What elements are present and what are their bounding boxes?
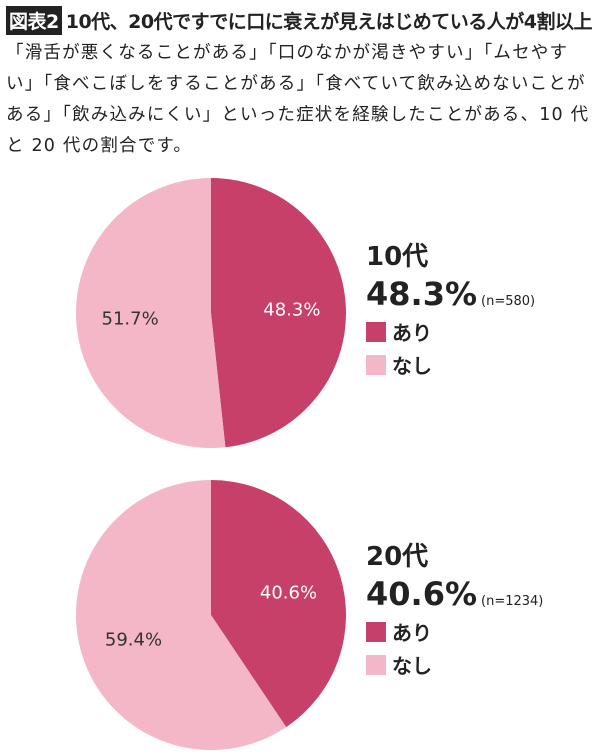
- legend-label: あり: [392, 621, 432, 645]
- headline-value: 48.3%: [366, 275, 478, 313]
- slice-label: 40.6%: [260, 582, 317, 603]
- slice-label: 51.7%: [102, 308, 159, 329]
- legend-label: なし: [392, 654, 432, 678]
- legend-item-ari: あり: [366, 317, 535, 346]
- pie-slice-あり: [211, 480, 346, 728]
- swatch: [366, 321, 386, 342]
- legend-item-nashi: なし: [366, 350, 535, 379]
- swatch: [366, 354, 386, 375]
- sample-size: (n=1234): [481, 594, 544, 609]
- pie-slice-なし: [76, 479, 287, 750]
- pie-slice-あり: [211, 178, 346, 448]
- legend-headline: 40.6% (n=1234): [366, 575, 543, 613]
- legend-headline: 48.3% (n=580): [366, 275, 535, 313]
- legend-20s: 20代 40.6% (n=1234) あり なし: [366, 536, 543, 679]
- legend-title: 20代: [366, 542, 429, 572]
- legend-title: 10代: [366, 242, 429, 272]
- legend-item-ari: あり: [366, 617, 543, 646]
- legend-10s: 10代 48.3% (n=580) あり なし: [366, 236, 535, 379]
- slice-label: 48.3%: [263, 300, 320, 321]
- figure-title: 図表2 10代、20代ですでに口に衰えが見えはじめている人が4割以上: [6, 6, 593, 35]
- figure-badge: 図表2: [6, 6, 62, 35]
- pie-slice-なし: [75, 178, 226, 449]
- legend-label: なし: [392, 354, 432, 378]
- swatch: [366, 654, 386, 675]
- description: 「滑舌が悪くなることがある」「口のなかが渇きやすい」「ムセやすい」「食べこぼしを…: [6, 43, 590, 156]
- title-text: 10代、20代ですでに口に衰えが見えはじめている人が4割以上: [65, 11, 593, 33]
- sample-size: (n=580): [481, 294, 536, 309]
- headline-value: 40.6%: [366, 575, 478, 613]
- legend-item-nashi: なし: [366, 650, 543, 679]
- swatch: [366, 621, 386, 642]
- legend-label: あり: [392, 321, 432, 345]
- slice-label: 59.4%: [105, 630, 162, 651]
